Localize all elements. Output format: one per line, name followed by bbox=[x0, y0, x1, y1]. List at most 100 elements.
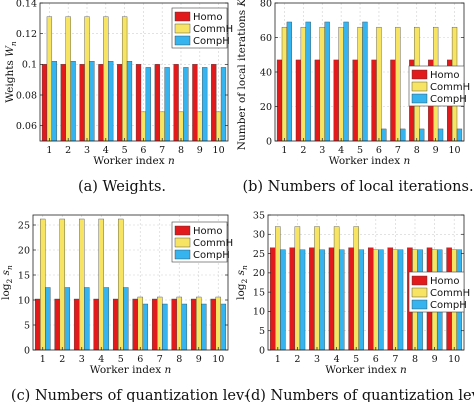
bar-comph-2 bbox=[70, 61, 76, 142]
x-tick-label: 1 bbox=[275, 354, 281, 365]
bar-homo-1 bbox=[34, 298, 41, 351]
bar-comph-2 bbox=[305, 21, 311, 142]
legend-swatch-comph bbox=[411, 299, 428, 310]
y-tick-label: 20 bbox=[18, 245, 30, 256]
bar-commh-2 bbox=[65, 16, 71, 142]
bar-comph-5 bbox=[362, 21, 368, 142]
x-tick-label: 7 bbox=[395, 145, 401, 156]
bar-commh-4 bbox=[338, 26, 344, 142]
bar-comph-8 bbox=[181, 303, 188, 351]
bar-comph-9 bbox=[437, 128, 444, 142]
bar-homo-7 bbox=[390, 59, 396, 142]
y-tick-label: 0.1 bbox=[22, 60, 37, 71]
legend-swatch-homo bbox=[174, 225, 191, 236]
x-axis-label: Worker index n bbox=[325, 364, 407, 376]
x-tick-label: 3 bbox=[319, 145, 325, 156]
bar-commh-1 bbox=[46, 16, 53, 142]
bar-commh-1 bbox=[281, 26, 288, 142]
bar-homo-10 bbox=[211, 64, 217, 142]
bar-homo-9 bbox=[190, 298, 197, 351]
caption-a: (a) Weights. bbox=[78, 179, 166, 195]
x-tick-label: 5 bbox=[118, 354, 124, 365]
y-tick-label: 30 bbox=[253, 230, 265, 241]
x-axis-label: Worker index n bbox=[93, 155, 175, 167]
chart-panel-d: 0 5 10 15 20 25 30 35 1 2 3 4 5 6 7 8 9 10 Worker index n l… bbox=[235, 210, 474, 402]
x-tick-label: 1 bbox=[40, 354, 46, 365]
x-tick-label: 4 bbox=[98, 354, 104, 365]
bar-comph-7 bbox=[164, 67, 170, 142]
legend-label-comph: CompH bbox=[430, 94, 467, 105]
x-tick-label: 5 bbox=[122, 145, 128, 156]
bar-comph-4 bbox=[338, 249, 345, 351]
x-tick-label: 8 bbox=[412, 354, 418, 365]
bar-homo-3 bbox=[79, 64, 85, 142]
x-tick-label: 10 bbox=[213, 145, 225, 156]
bar-homo-6 bbox=[371, 59, 377, 142]
bar-commh-3 bbox=[79, 218, 85, 351]
bar-comph-2 bbox=[299, 249, 306, 351]
bar-commh-3 bbox=[319, 26, 325, 142]
legend-label-commh: CommH bbox=[430, 82, 470, 93]
bar-homo-2 bbox=[60, 64, 66, 142]
y-tick-label: 60 bbox=[260, 33, 272, 44]
x-tick-label: 6 bbox=[373, 354, 379, 365]
bar-comph-8 bbox=[419, 128, 425, 142]
y-axis-label: log2 sn bbox=[0, 265, 14, 300]
bar-commh-5 bbox=[353, 226, 359, 351]
x-tick-label: 7 bbox=[157, 354, 163, 365]
bar-commh-7 bbox=[157, 296, 163, 351]
bar-comph-2 bbox=[64, 287, 71, 351]
caption-c: (c) Numbers of quantization lev- bbox=[11, 388, 249, 402]
x-tick-label: 10 bbox=[449, 145, 461, 156]
bar-homo-1 bbox=[269, 247, 276, 351]
bar-commh-2 bbox=[300, 26, 306, 142]
bar-comph-9 bbox=[202, 67, 208, 142]
bar-commh-6 bbox=[376, 26, 382, 142]
legend-label-homo: Homo bbox=[193, 12, 223, 23]
bar-commh-4 bbox=[333, 226, 340, 351]
bar-commh-6 bbox=[140, 111, 147, 142]
bar-homo-2 bbox=[289, 247, 296, 351]
chart-panel-b: 0 20 40 60 80 1 2 3 4 5 6 7 8 9 10 Worker index n Number… bbox=[236, 0, 474, 195]
bar-commh-8 bbox=[178, 111, 184, 142]
legend-label-commh: CommH bbox=[430, 288, 470, 299]
y-axis-label: Weights Wn bbox=[4, 41, 18, 103]
x-tick-label: 3 bbox=[84, 145, 90, 156]
bar-commh-4 bbox=[103, 16, 109, 142]
x-tick-label: 4 bbox=[334, 354, 340, 365]
x-tick-label: 8 bbox=[176, 354, 182, 365]
plot-frame bbox=[32, 214, 229, 351]
bar-comph-10 bbox=[220, 303, 227, 351]
x-tick-label: 6 bbox=[140, 145, 146, 156]
x-tick-label: 3 bbox=[79, 354, 85, 365]
bar-comph-6 bbox=[145, 67, 151, 142]
x-tick-label: 6 bbox=[376, 145, 382, 156]
bar-comph-8 bbox=[183, 67, 189, 142]
legend-label-comph: CompH bbox=[193, 36, 230, 47]
bar-comph-3 bbox=[324, 21, 330, 142]
legend-label-homo: Homo bbox=[430, 276, 460, 287]
bar-homo-2 bbox=[295, 59, 302, 142]
bar-comph-6 bbox=[142, 303, 149, 351]
bar-comph-1 bbox=[280, 249, 286, 351]
legend-swatch-commh bbox=[174, 23, 191, 34]
y-tick-label: 0.14 bbox=[16, 0, 37, 9]
legend-swatch-homo bbox=[411, 69, 428, 80]
bar-comph-7 bbox=[400, 128, 406, 142]
bar-commh-2 bbox=[59, 218, 65, 351]
bar-commh-7 bbox=[392, 249, 399, 351]
bar-commh-3 bbox=[84, 16, 90, 142]
x-tick-label: 5 bbox=[353, 354, 359, 365]
bar-homo-7 bbox=[154, 64, 160, 142]
bar-commh-5 bbox=[118, 218, 124, 351]
bar-commh-2 bbox=[294, 226, 301, 351]
bar-commh-10 bbox=[215, 111, 222, 142]
y-tick-label: 10 bbox=[253, 307, 265, 318]
bar-comph-3 bbox=[319, 249, 325, 351]
y-tick-label: 5 bbox=[24, 320, 30, 331]
